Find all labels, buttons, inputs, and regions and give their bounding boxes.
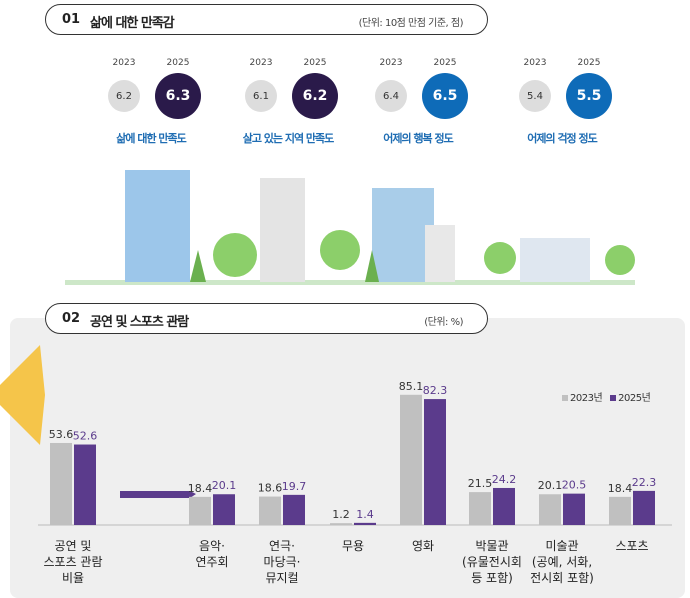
legend-2025: 2025년 [610, 389, 651, 404]
year-label-2025: 2025 [577, 58, 601, 68]
year-label-2023: 2023 [112, 58, 136, 68]
indicator-label: 살고 있는 지역 만족도 [242, 132, 335, 145]
category-label: 공연 및 [55, 539, 92, 553]
section2-panel [10, 318, 685, 598]
category-label: 무용 [342, 539, 364, 553]
section1-header: 01 삶에 대한 만족감 (단위: 10점 만점 기준, 점) [45, 4, 488, 35]
data-label: 21.5 [468, 477, 493, 490]
bar-2025 [493, 487, 515, 525]
value-circle-2025: 6.2 [292, 73, 338, 119]
data-label: 1.2 [332, 508, 350, 521]
category-label: 마당극· [264, 555, 301, 569]
year-label-2025: 2025 [303, 58, 327, 68]
category-label: 스포츠 [615, 539, 648, 553]
category-label: (유물전시회 [462, 555, 522, 569]
bar-2023 [259, 496, 281, 525]
bar-2023 [539, 494, 561, 525]
year-label-2023: 2023 [249, 58, 273, 68]
data-label: 20.5 [562, 479, 587, 492]
category-label: 연주회 [195, 555, 228, 569]
bar-2025 [424, 399, 446, 525]
bar-2025 [74, 444, 96, 525]
indicator-label: 삶에 대한 만족도 [116, 132, 186, 145]
year-label-2023: 2023 [379, 58, 403, 68]
category-label: 박물관 [475, 539, 508, 553]
data-label: 53.6 [49, 428, 74, 441]
category-label: 뮤지컬 [265, 571, 298, 585]
data-label: 18.4 [608, 482, 633, 495]
legend: 2023년 2025년 [562, 389, 651, 404]
bar-2025 [283, 494, 305, 525]
bar-2023 [400, 394, 422, 525]
data-label: 24.2 [492, 473, 517, 486]
year-label-2023: 2023 [523, 58, 547, 68]
value-circle-2025: 5.5 [566, 73, 612, 119]
value-circle-2023: 6.2 [108, 80, 140, 112]
value-circle-2025: 6.3 [155, 73, 201, 119]
data-label: 18.4 [188, 482, 213, 495]
data-label: 1.4 [356, 508, 374, 521]
section-title: 공연 및 스포츠 관람 [90, 315, 189, 330]
data-label: 85.1 [399, 380, 424, 393]
data-label: 18.6 [258, 482, 283, 495]
value-circle-2023: 5.4 [519, 80, 551, 112]
category-label: 등 포함) [471, 571, 513, 585]
category-label: 미술관 [545, 539, 578, 553]
data-label: 82.3 [423, 384, 448, 397]
unit-label: (단위: 10점 만점 기준, 점) [358, 18, 464, 29]
data-label: 52.6 [73, 430, 98, 443]
year-label-2025: 2025 [166, 58, 190, 68]
value-circle-2023: 6.1 [245, 80, 277, 112]
value-circle-2023: 6.4 [375, 80, 407, 112]
bar-2025 [213, 494, 235, 525]
section2-header: 02 공연 및 스포츠 관람 (단위: %) [45, 303, 488, 334]
category-label: 비율 [62, 571, 84, 585]
data-label: 19.7 [282, 480, 307, 493]
category-label: 영화 [412, 539, 434, 553]
data-label: 20.1 [538, 479, 563, 492]
bar-2023 [330, 523, 352, 525]
bar-2025 [633, 490, 655, 525]
section-title: 삶에 대한 만족감 [90, 16, 175, 31]
megaphone-icon [0, 345, 45, 445]
bar-2023 [609, 496, 631, 525]
bar-2023 [50, 442, 72, 525]
category-label: 전시회 포함) [530, 571, 594, 585]
bar-2025 [354, 522, 376, 525]
year-label-2025: 2025 [433, 58, 457, 68]
data-label: 22.3 [632, 476, 657, 489]
data-label: 20.1 [212, 479, 237, 492]
value-circle-2025: 6.5 [422, 73, 468, 119]
bar-2023 [189, 496, 211, 525]
arrow-icon [120, 491, 196, 498]
indicator-label: 어제의 행복 정도 [383, 132, 453, 145]
section-number: 02 [62, 311, 81, 326]
category-label: 연극· [269, 539, 295, 553]
indicator-label: 어제의 걱정 정도 [527, 132, 597, 145]
section-number: 01 [62, 12, 81, 27]
category-label: (공예, 서화, [532, 555, 592, 569]
category-label: 음악· [199, 539, 225, 553]
cityscape-illustration [65, 170, 635, 285]
unit-label: (단위: %) [424, 317, 463, 328]
legend-2023: 2023년 [562, 389, 603, 404]
bar-2025 [563, 493, 585, 525]
bar-2023 [469, 492, 491, 525]
category-label: 스포츠 관람 [43, 555, 102, 569]
